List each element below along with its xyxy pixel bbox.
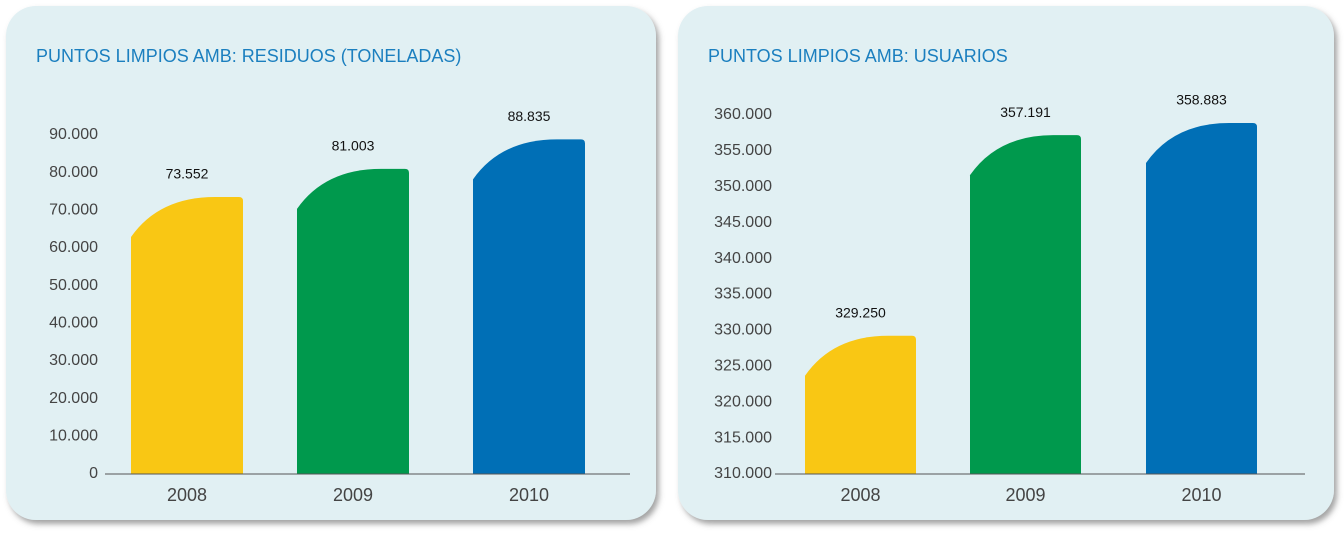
y-tick-label: 0 xyxy=(89,465,98,482)
y-tick-label: 50.000 xyxy=(49,277,98,294)
y-tick-label: 335.000 xyxy=(714,286,772,303)
y-tick-label: 360.000 xyxy=(714,106,772,123)
y-tick-label: 355.000 xyxy=(714,142,772,159)
bar xyxy=(1146,123,1257,475)
value-label: 88.835 xyxy=(508,108,551,124)
y-tick-label: 80.000 xyxy=(49,164,98,181)
y-tick-label: 90.000 xyxy=(49,126,98,143)
y-tick-label: 40.000 xyxy=(49,315,98,332)
x-tick-label: 2008 xyxy=(167,485,207,505)
bar xyxy=(805,335,916,474)
bar xyxy=(131,196,243,474)
y-tick-label: 315.000 xyxy=(714,429,772,446)
y-tick-label: 60.000 xyxy=(49,239,98,256)
chart-title: PUNTOS LIMPIOS AMB: USUARIOS xyxy=(708,46,1008,66)
x-tick-label: 2009 xyxy=(1005,485,1045,505)
y-tick-label: 10.000 xyxy=(49,428,98,445)
y-tick-label: 330.000 xyxy=(714,322,772,339)
y-tick-label: 350.000 xyxy=(714,178,772,195)
bar xyxy=(297,168,409,474)
value-label: 357.191 xyxy=(1000,104,1051,120)
value-label: 329.250 xyxy=(835,304,886,320)
x-tick-label: 2008 xyxy=(840,485,880,505)
value-label: 81.003 xyxy=(332,138,375,154)
value-label: 73.552 xyxy=(166,166,209,182)
bar xyxy=(970,135,1081,474)
x-tick-label: 2010 xyxy=(1181,485,1221,505)
y-tick-label: 310.000 xyxy=(714,465,772,482)
y-tick-label: 340.000 xyxy=(714,250,772,267)
bar xyxy=(473,139,585,474)
y-tick-label: 320.000 xyxy=(714,393,772,410)
y-tick-label: 70.000 xyxy=(49,202,98,219)
x-tick-label: 2010 xyxy=(509,485,549,505)
chart-title: PUNTOS LIMPIOS AMB: RESIDUOS (TONELADAS) xyxy=(36,46,461,66)
x-tick-label: 2009 xyxy=(333,485,373,505)
y-tick-label: 20.000 xyxy=(49,390,98,407)
y-tick-label: 345.000 xyxy=(714,214,772,231)
y-tick-label: 30.000 xyxy=(49,352,98,369)
y-tick-label: 325.000 xyxy=(714,358,772,375)
value-label: 358.883 xyxy=(1176,92,1227,108)
